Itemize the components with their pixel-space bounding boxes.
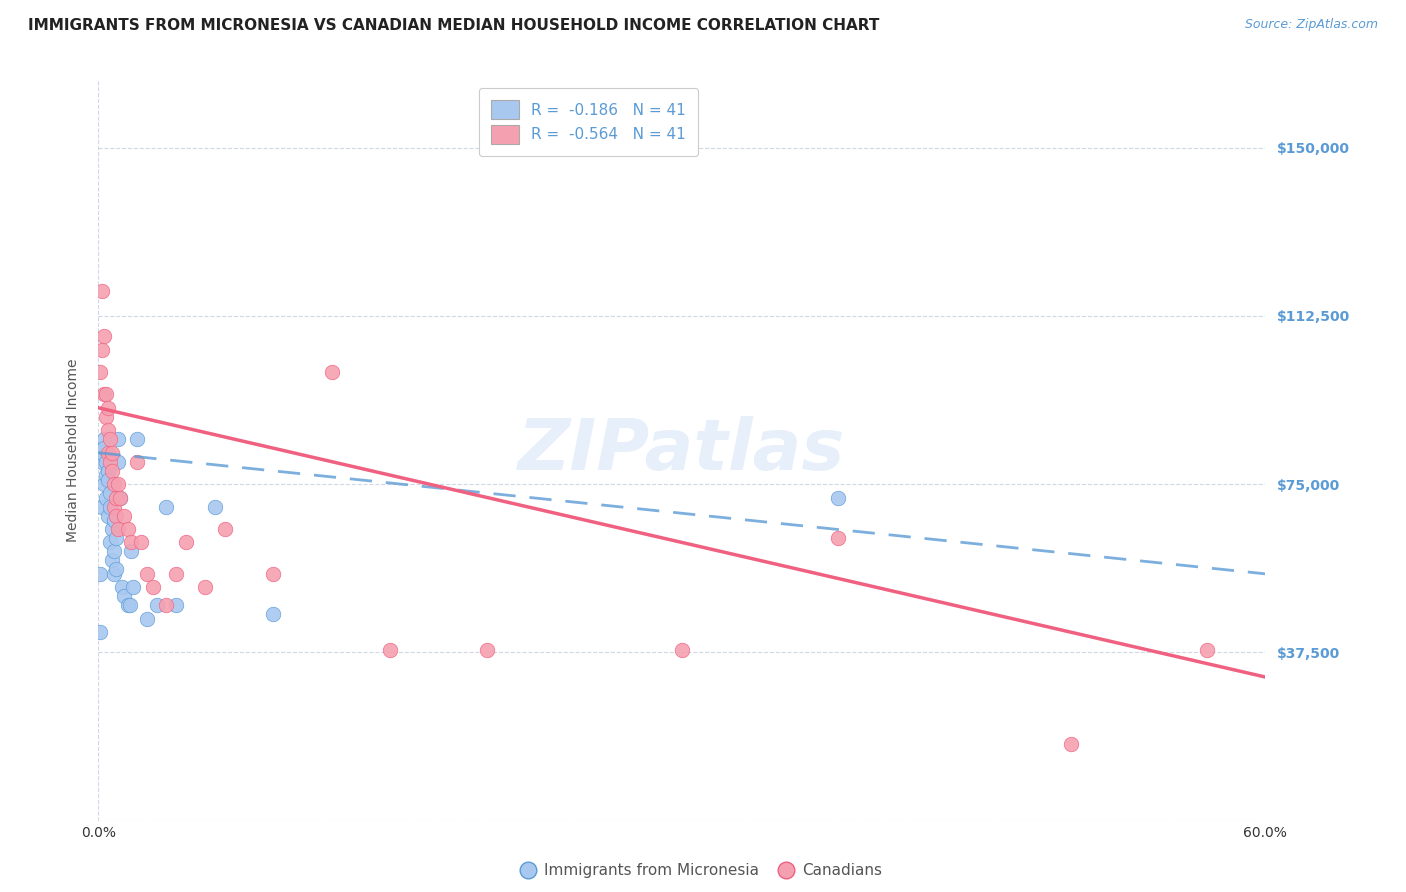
Point	[380, 643, 402, 657]
Point	[93, 477, 115, 491]
Point	[103, 513, 125, 527]
Point	[104, 508, 127, 523]
Point	[103, 566, 125, 581]
Legend: R =  -0.186   N = 41, R =  -0.564   N = 41: R = -0.186 N = 41, R = -0.564 N = 41	[479, 88, 697, 156]
Point	[93, 387, 115, 401]
Point	[262, 607, 284, 622]
Point	[98, 432, 121, 446]
Point	[101, 553, 124, 567]
Point	[97, 423, 120, 437]
Point	[122, 580, 145, 594]
Point	[214, 522, 236, 536]
Text: Source: ZipAtlas.com: Source: ZipAtlas.com	[1244, 18, 1378, 31]
Point	[96, 387, 118, 401]
Point	[96, 491, 118, 505]
Point	[204, 500, 226, 514]
Point	[98, 486, 121, 500]
Point	[98, 455, 121, 469]
Point	[671, 643, 693, 657]
Point	[112, 589, 135, 603]
Point	[112, 508, 135, 523]
Point	[146, 599, 169, 613]
Point	[103, 477, 125, 491]
Point	[89, 625, 111, 640]
Point	[165, 566, 187, 581]
Point	[101, 464, 124, 478]
Point	[107, 477, 129, 491]
Point	[96, 455, 118, 469]
Point	[103, 544, 125, 558]
Point	[91, 343, 114, 357]
Point	[118, 599, 141, 613]
Point	[121, 535, 143, 549]
Point	[97, 401, 120, 415]
Point	[155, 500, 177, 514]
Point	[107, 522, 129, 536]
Point	[117, 599, 139, 613]
Point	[93, 441, 115, 455]
Point	[142, 580, 165, 594]
Point	[194, 580, 217, 594]
Point	[97, 446, 120, 460]
Point	[127, 455, 149, 469]
Point	[107, 432, 129, 446]
Point	[98, 535, 121, 549]
Point	[96, 409, 118, 424]
Point	[117, 522, 139, 536]
Text: ZIPatlas: ZIPatlas	[519, 416, 845, 485]
Point	[1060, 737, 1083, 751]
Point	[121, 544, 143, 558]
Point	[827, 491, 849, 505]
Point	[97, 464, 120, 478]
Point	[104, 562, 127, 576]
Point	[101, 446, 124, 460]
Point	[108, 491, 131, 505]
Point	[103, 500, 125, 514]
Point	[104, 531, 127, 545]
Point	[97, 473, 120, 487]
Point	[104, 491, 127, 505]
Point	[477, 643, 499, 657]
Point	[91, 446, 114, 460]
Point	[96, 468, 118, 483]
Point	[89, 566, 111, 581]
Point	[108, 491, 131, 505]
Text: IMMIGRANTS FROM MICRONESIA VS CANADIAN MEDIAN HOUSEHOLD INCOME CORRELATION CHART: IMMIGRANTS FROM MICRONESIA VS CANADIAN M…	[28, 18, 880, 33]
Point	[262, 566, 284, 581]
Point	[107, 455, 129, 469]
Point	[165, 599, 187, 613]
Point	[91, 455, 114, 469]
Point	[89, 365, 111, 379]
Y-axis label: Median Household Income: Median Household Income	[66, 359, 80, 542]
Point	[93, 329, 115, 343]
Point	[93, 432, 115, 446]
Point	[174, 535, 197, 549]
Point	[1195, 643, 1218, 657]
Point	[321, 365, 343, 379]
Legend: Immigrants from Micronesia, Canadians: Immigrants from Micronesia, Canadians	[517, 857, 889, 884]
Point	[91, 284, 114, 298]
Point	[136, 566, 159, 581]
Point	[97, 508, 120, 523]
Point	[111, 580, 134, 594]
Point	[101, 522, 124, 536]
Point	[129, 535, 152, 549]
Point	[127, 432, 149, 446]
Point	[827, 531, 849, 545]
Point	[91, 500, 114, 514]
Point	[155, 599, 177, 613]
Point	[136, 612, 159, 626]
Point	[98, 500, 121, 514]
